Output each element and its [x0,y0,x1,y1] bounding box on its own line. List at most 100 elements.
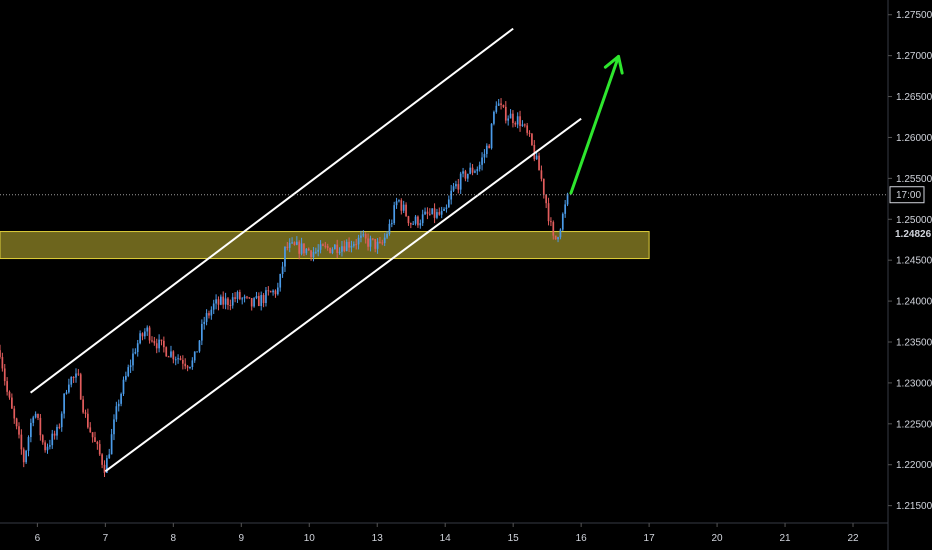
candle-body [0,350,1,358]
candle-body [117,403,120,407]
candle-body [82,399,84,413]
candle-body [184,363,187,367]
candle-body [350,245,353,248]
candle-body [272,290,274,293]
time-tick-label: 20 [712,533,724,544]
candle-body [215,299,217,304]
time-axis[interactable]: 6 7 8 9 10 13 14 15 16 17 20 21 22 [0,522,888,544]
candle-body [333,244,336,250]
candle-body [512,113,514,124]
candle-body [338,251,341,253]
up-arrow-icon[interactable] [569,54,624,195]
price-tick-label: 1.24000 [896,297,932,308]
candle-body [483,153,486,158]
support-zone[interactable] [0,231,650,260]
candle-body [329,247,331,254]
candle-body [8,391,11,398]
candle-body [357,237,360,245]
candle-body [312,251,315,258]
candle-body [89,427,92,433]
candle-body [407,216,410,224]
candle-body [566,193,569,205]
price-tick-label: 1.27000 [896,51,932,62]
candle-body [369,238,372,247]
candle-body [495,105,498,112]
candle-body [41,435,44,443]
candle-body [139,333,141,344]
candle-body [77,373,80,375]
candle-body [191,360,194,367]
candle-body [426,211,429,214]
candle-body [115,406,118,420]
candle-body [198,340,201,352]
candle-body [91,432,94,438]
candle-body [507,118,510,121]
channel-lower-line[interactable] [104,117,582,473]
candle-body [255,296,258,299]
candle-body [557,237,559,240]
candle-body [383,237,386,243]
candle-body [160,339,163,341]
candle-body [398,200,400,202]
candle-body [374,238,377,249]
price-axis[interactable]: 1.27500 1.27000 1.26500 1.26000 1.25500 1.250… [887,0,932,550]
time-tick-label: 9 [239,533,245,544]
time-tick-label: 21 [779,533,791,544]
candle-body [559,229,562,238]
candle-body [352,244,355,246]
time-tick-label: 14 [440,533,452,544]
candle-body [445,207,448,209]
candle-body [521,124,524,126]
candle-body [421,214,424,224]
candle-body [531,133,533,145]
candle-body [186,366,189,368]
candle-body [464,171,467,179]
channel-lines-layer[interactable] [29,27,582,473]
arrow-shaft [569,54,621,195]
time-label-text: 17:00 [896,190,921,201]
candle-body [222,296,225,305]
current-price-badge: 1.24826 [889,226,932,241]
candle-body [305,248,308,254]
price-tick-label: 1.22000 [896,460,932,471]
candle-body [481,157,483,165]
candle-body [51,433,54,446]
candle-body [438,212,441,215]
candle-body [343,246,346,252]
candle-body [210,309,213,316]
candle-body [293,242,296,245]
candle-body [98,444,101,455]
candle-body [355,244,358,246]
candle-body [13,408,16,419]
candle-body [433,208,436,218]
candle-body [110,434,113,455]
candle-body [129,365,132,368]
candle-body [120,393,122,404]
candle-body [11,397,13,409]
candle-body [535,155,538,160]
candle-body [331,249,334,254]
candle-body [424,211,426,215]
candle-body [428,213,431,215]
price-tick-label: 1.25500 [896,174,932,185]
candle-body [364,234,367,239]
candle-body [18,426,20,435]
candle-body [181,359,184,364]
price-tick-label: 1.26000 [896,133,932,144]
candle-body [179,358,182,360]
channel-upper-line[interactable] [29,27,514,394]
candle-body [238,292,241,300]
candle-body [476,169,479,172]
candle-body [452,186,455,191]
candle-body [471,167,474,173]
time-tick-label: 10 [304,533,316,544]
candle-body [545,194,548,204]
candle-body [274,290,277,295]
candle-body [132,353,134,366]
candle-body [516,116,519,125]
candle-body [314,251,317,253]
candle-body [265,290,267,304]
candle-body [267,290,270,292]
candle-body [388,223,391,234]
